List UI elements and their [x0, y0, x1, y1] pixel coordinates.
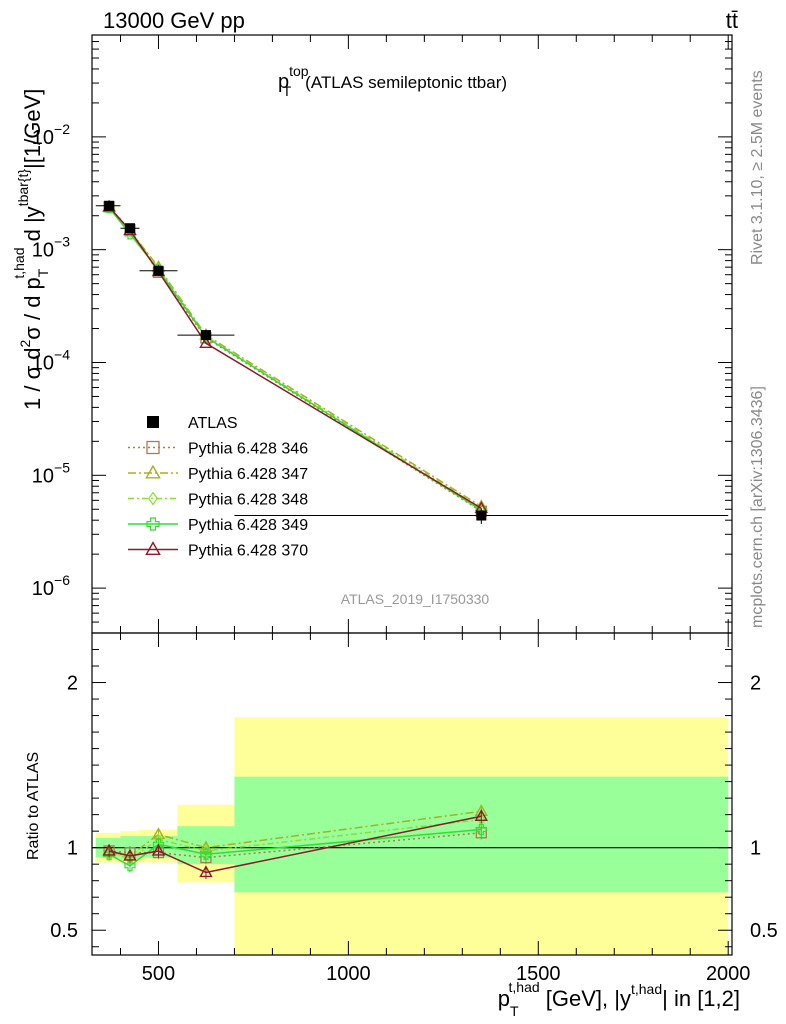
- ratio-xtick-label: 500: [142, 963, 175, 985]
- legend-marker: [148, 491, 158, 506]
- legend-label: Pythia 6.428 370: [188, 543, 308, 560]
- ratio-series-point: [102, 843, 116, 856]
- ratio-xtick-label: 1000: [326, 963, 371, 985]
- data-point: [476, 510, 487, 521]
- legend: ATLAS Pythia 6.428 346 Pythia 6.428 347 Pyt…: [128, 415, 308, 560]
- legend-marker: [145, 464, 161, 479]
- ratio-ytick-label: 1: [67, 838, 78, 860]
- main-series-line: [108, 206, 482, 509]
- title-sup: top: [289, 63, 309, 79]
- analysis-watermark: ATLAS_2019_I1750330: [341, 591, 490, 607]
- legend-marker: [146, 440, 160, 455]
- ratio-series-point: [200, 848, 212, 860]
- header-left: 13000 GeV pp: [103, 8, 245, 33]
- mcplots-label: mcplots.cern.ch [arXiv:1306.3436]: [749, 386, 766, 628]
- main-series-point: [199, 336, 213, 348]
- ratio-series-point: [475, 823, 487, 836]
- plot-title: ptop T (ATLAS semileptonic ttbar): [278, 63, 507, 99]
- legend-label: ATLAS: [188, 415, 238, 432]
- data-point: [124, 223, 135, 234]
- ratio-ytick-label-right: 0.5: [750, 920, 778, 942]
- data-point: [104, 200, 115, 211]
- ratio-ytick-label: 0.5: [50, 920, 78, 942]
- legend-label: Pythia 6.428 349: [188, 517, 308, 534]
- main-ylabel: 1 / σ d2σ / d pTt,had d |ytbar{t}|[1/GeV…: [11, 89, 51, 410]
- x-axis-label: pTt,had [GeV], |yt,had| in [1,2]: [498, 979, 740, 1019]
- main-ytick-label: 10−2: [32, 121, 70, 149]
- ratio-ytick-label-right: 1: [750, 838, 761, 860]
- ratio-series-point: [151, 843, 166, 856]
- title-main: p: [278, 71, 289, 93]
- ratio-series-point: [123, 848, 137, 861]
- ratio-series-point: [199, 865, 213, 878]
- legend-label: Pythia 6.428 348: [188, 492, 308, 509]
- main-ytick-label: 10−4: [32, 346, 70, 374]
- title-rest: (ATLAS semileptonic ttbar): [305, 73, 507, 92]
- ratio-series-point: [474, 809, 489, 821]
- main-series-line: [108, 206, 482, 508]
- legend-label: Pythia 6.428 347: [188, 466, 308, 483]
- data-point: [153, 265, 164, 276]
- ratio-series-point: [103, 848, 115, 860]
- main-ytick-label: 10−3: [32, 234, 70, 262]
- ratio-frame: [91, 632, 733, 956]
- header-right: tt̄: [726, 8, 738, 33]
- ratio-ytick-label: 2: [67, 673, 78, 695]
- ratio-ylabel: Ratio to ATLAS: [25, 752, 42, 860]
- legend-label: Pythia 6.428 346: [188, 441, 308, 458]
- rivet-label: Rivet 3.1.10, ≥ 2.5M events: [749, 70, 766, 265]
- ratio-series-point: [124, 860, 136, 872]
- legend-marker: [145, 541, 161, 555]
- main-series-line: [108, 207, 482, 511]
- legend-marker: [146, 517, 160, 531]
- ratio-ytick-label-right: 2: [750, 673, 761, 695]
- data-point: [200, 330, 211, 341]
- ratio-xtick-label: 1500: [516, 963, 561, 985]
- ratio-series-line: [108, 810, 482, 857]
- main-ytick-label: 10−5: [32, 459, 70, 487]
- title-sub: T: [283, 83, 292, 99]
- legend-data-marker: [147, 416, 159, 428]
- main-ytick-label: 10−6: [32, 572, 70, 600]
- main-panel: 10−6 10−5 10−4 10−3 10−2: [32, 34, 733, 634]
- ratio-panel: 0.5 0.5 1 1 2 2 500 1000 1500 2000: [50, 632, 778, 985]
- main-series-line: [108, 206, 482, 509]
- ratio-xtick-label: 2000: [706, 963, 751, 985]
